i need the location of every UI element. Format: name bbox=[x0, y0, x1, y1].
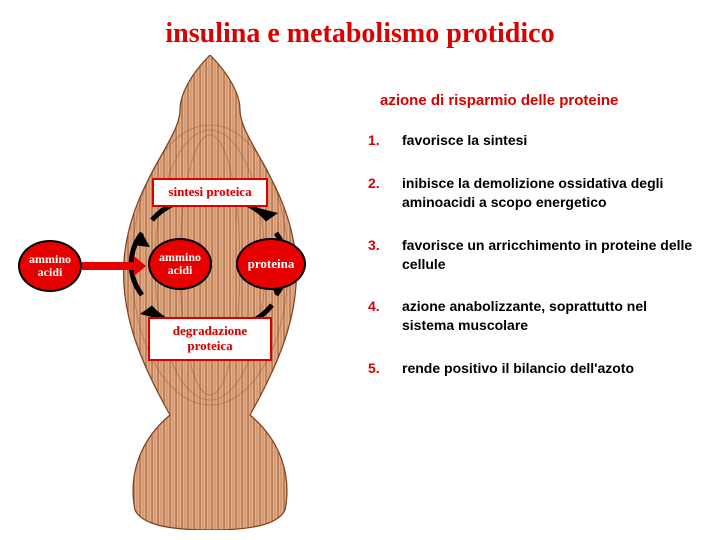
point-5: rende positivo il bilancio dell'azoto bbox=[360, 359, 700, 378]
degradazione-line2: proteica bbox=[187, 338, 232, 353]
point-3: favorisce un arricchimento in proteine d… bbox=[360, 236, 700, 274]
label-degradazione-proteica: degradazione proteica bbox=[148, 317, 272, 361]
label-sintesi-proteica: sintesi proteica bbox=[152, 178, 268, 207]
text-panel: azione di risparmio delle proteine favor… bbox=[360, 92, 700, 402]
degradazione-line1: degradazione bbox=[173, 323, 247, 338]
muscle-svg bbox=[80, 55, 340, 530]
subtitle: azione di risparmio delle proteine bbox=[360, 92, 700, 109]
label-proteina: proteina bbox=[236, 238, 306, 290]
label-ammino-acidi-outer: amminoacidi bbox=[18, 240, 82, 292]
page-title: insulina e metabolismo protidico bbox=[0, 18, 720, 50]
point-2: inibisce la demolizione ossidativa degli… bbox=[360, 174, 700, 212]
point-1: favorisce la sintesi bbox=[360, 131, 700, 150]
points-list: favorisce la sintesi inibisce la demoliz… bbox=[360, 131, 700, 378]
muscle-diagram: sintesi proteica degradazione proteica a… bbox=[80, 55, 340, 530]
arrow-ammino-in bbox=[82, 262, 134, 270]
point-4: azione anabolizzante, soprattutto nel si… bbox=[360, 297, 700, 335]
label-ammino-acidi-inner: amminoacidi bbox=[148, 238, 212, 290]
